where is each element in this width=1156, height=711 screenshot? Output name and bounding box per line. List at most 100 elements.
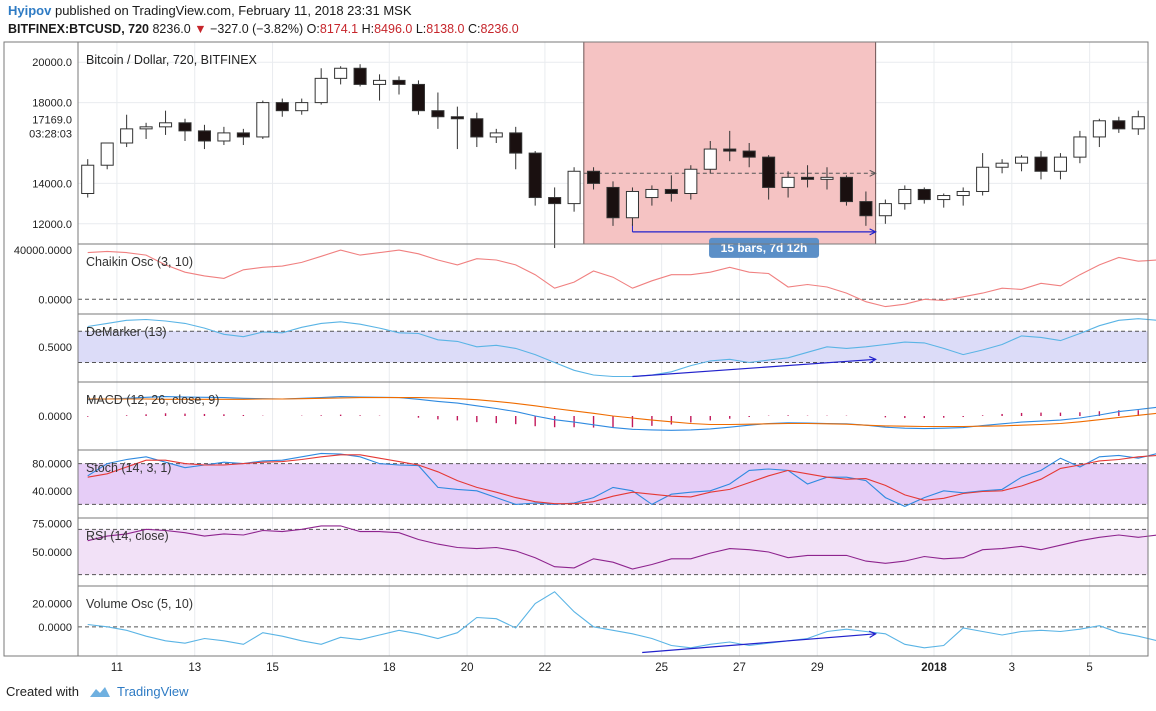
candle-body bbox=[742, 150, 756, 158]
down-arrow-icon: ▼ bbox=[194, 22, 207, 36]
x-tick-label: 15 bbox=[266, 662, 279, 674]
x-tick-label: 22 bbox=[539, 662, 552, 674]
candle-body bbox=[645, 188, 659, 199]
low-value: 8138.0 bbox=[426, 22, 465, 36]
indicator-line bbox=[87, 249, 1156, 308]
candle-body bbox=[917, 188, 931, 201]
indicator-band bbox=[78, 529, 1148, 575]
x-tick-label: 27 bbox=[733, 662, 746, 674]
indicator-tick-label: 80.0000 bbox=[32, 459, 72, 471]
indicator-line bbox=[87, 396, 1156, 431]
candle-body bbox=[489, 132, 503, 138]
x-tick-label: 18 bbox=[383, 662, 396, 674]
candle-body bbox=[528, 152, 542, 199]
indicator-tick-label: 50.0000 bbox=[32, 547, 72, 559]
candle-body bbox=[625, 190, 639, 219]
band-layer bbox=[78, 298, 1148, 628]
candle-body bbox=[878, 203, 892, 217]
candle-body bbox=[509, 132, 523, 154]
indicator-title: Chaikin Osc (3, 10) bbox=[86, 255, 193, 269]
candle-body bbox=[100, 142, 114, 166]
label-layer: 11 13 15 18 20 22 25 27 29 2018 3 5 20000.0 18000.0 17… bbox=[14, 53, 1093, 674]
candle-body bbox=[275, 102, 289, 112]
series-layer bbox=[87, 249, 1156, 649]
candle-body bbox=[81, 164, 95, 195]
indicator-tick-label: 40000.0000 bbox=[14, 245, 72, 257]
open-label: O: bbox=[306, 22, 320, 36]
candle-body bbox=[334, 67, 348, 79]
x-tick-label: 2018 bbox=[921, 662, 947, 674]
candle-body bbox=[956, 190, 970, 197]
candle-body bbox=[1015, 156, 1029, 164]
price-tick-label: 18000.0 bbox=[32, 98, 72, 110]
candle-body bbox=[567, 170, 581, 205]
indicator-line bbox=[87, 525, 1156, 570]
candle-body bbox=[236, 132, 250, 138]
candle-body bbox=[314, 77, 328, 104]
trend-line-arrow-head bbox=[868, 356, 877, 364]
indicator-line bbox=[87, 591, 1156, 649]
candle-body bbox=[839, 176, 853, 203]
author-link[interactable]: Hyipov bbox=[8, 3, 52, 18]
candle-body bbox=[606, 186, 620, 219]
footer: Created with TradingView bbox=[6, 684, 189, 699]
price-tick-label: 12000.0 bbox=[32, 219, 72, 231]
indicator-title: Stoch (14, 3, 1) bbox=[86, 461, 171, 475]
last-price: 8236.0 bbox=[152, 22, 191, 36]
trend-line bbox=[632, 358, 876, 378]
indicator-tick-label: 0.0000 bbox=[38, 622, 72, 634]
candle-body bbox=[859, 201, 873, 217]
indicator-tick-label: 20.0000 bbox=[32, 599, 72, 611]
x-tick-label: 13 bbox=[188, 662, 201, 674]
price-change: −327.0 (−3.82%) bbox=[210, 22, 304, 36]
tradingview-logo-icon bbox=[89, 686, 110, 697]
high-label: H: bbox=[361, 22, 375, 36]
x-tick-label: 29 bbox=[811, 662, 824, 674]
countdown-label: 03:28:03 bbox=[29, 128, 72, 140]
candle-body bbox=[1112, 120, 1126, 130]
candle-body bbox=[392, 79, 406, 85]
date-range-label-box bbox=[709, 237, 820, 258]
trend-line bbox=[642, 633, 876, 654]
date-range-midline-arrow bbox=[869, 169, 877, 177]
indicator-tick-label: 0.0000 bbox=[38, 294, 72, 306]
x-tick-label: 3 bbox=[1009, 662, 1015, 674]
candle-body bbox=[684, 168, 698, 194]
indicator-tick-label: 75.0000 bbox=[32, 519, 72, 531]
price-tick-label: 20000.0 bbox=[32, 57, 72, 69]
candle-layer bbox=[81, 64, 1145, 249]
high-value: 8496.0 bbox=[374, 22, 413, 36]
candle-body bbox=[353, 67, 367, 85]
tradingview-link[interactable]: TradingView bbox=[116, 684, 189, 699]
symbol-info: BITFINEX:BTCUSD, 720 8236.0 ▼ −327.0 (−3… bbox=[8, 22, 519, 36]
chart-area[interactable]: 15 bars, 7d 12h 11 13 15 18 20 22 25 27 29 2018 3 5… bbox=[0, 0, 1156, 680]
price-pane-title: Bitcoin / Dollar, 720, BITFINEX bbox=[86, 53, 258, 67]
candle-body bbox=[995, 162, 1009, 168]
indicator-tick-label: 40.0000 bbox=[32, 486, 72, 498]
candle-body bbox=[898, 188, 912, 205]
candle-body bbox=[937, 195, 951, 201]
candle-body bbox=[548, 197, 562, 205]
pane-frame bbox=[77, 243, 1149, 315]
candle-body bbox=[450, 116, 464, 120]
publish-info: Hyipov published on TradingView.com, Feb… bbox=[8, 3, 412, 18]
candle-body bbox=[431, 110, 445, 118]
indicator-band bbox=[78, 463, 1148, 505]
candle-body bbox=[373, 79, 387, 85]
candle-body bbox=[120, 128, 134, 144]
indicator-title: Volume Osc (5, 10) bbox=[86, 597, 193, 611]
candle-body bbox=[1053, 156, 1067, 172]
indicator-title: MACD (12, 26, close, 9) bbox=[86, 393, 219, 407]
x-tick-label: 5 bbox=[1086, 662, 1092, 674]
x-tick-label: 25 bbox=[655, 662, 668, 674]
open-value: 8174.1 bbox=[319, 22, 359, 36]
price-tick-label: 14000.0 bbox=[32, 178, 72, 190]
annotation-layer: 15 bars, 7d 12h bbox=[632, 237, 877, 654]
candle-body bbox=[1034, 156, 1048, 172]
indicator-line bbox=[87, 452, 1156, 508]
indicator-tick-label: 0.0000 bbox=[38, 411, 72, 423]
candle-body bbox=[820, 176, 834, 180]
indicator-line bbox=[87, 318, 1156, 378]
low-label: L: bbox=[415, 22, 427, 36]
frame-layer bbox=[3, 41, 1149, 657]
